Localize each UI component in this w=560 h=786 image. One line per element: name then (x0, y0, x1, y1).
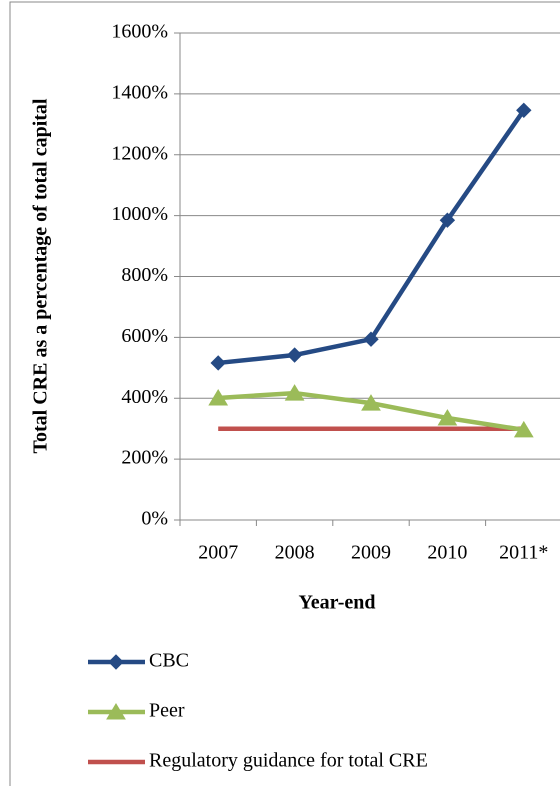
y-tick-label: 1400% (111, 81, 168, 103)
y-tick-label: 600% (121, 325, 168, 347)
data-point (513, 420, 534, 438)
y-tick-label: 200% (121, 447, 168, 469)
y-axis-title: Total CRE as a percentage of total capit… (30, 98, 52, 453)
y-tick-label: 0% (141, 508, 168, 530)
x-tick-label: 2009 (351, 542, 391, 564)
legend-marker (106, 703, 126, 720)
x-tick-label: 2007 (198, 542, 238, 564)
data-point (516, 102, 532, 119)
data-point (439, 212, 456, 228)
x-tick-label: 2010 (427, 542, 467, 564)
data-point (284, 384, 305, 401)
x-tick-label: 2011* (499, 542, 548, 564)
x-tick-label: 2008 (275, 542, 315, 564)
data-point (437, 409, 458, 426)
data-point (208, 388, 229, 406)
legend-label: CBC (149, 650, 189, 672)
data-point (286, 347, 303, 363)
y-tick-label: 800% (121, 264, 168, 286)
data-point (363, 331, 379, 347)
x-axis-title: Year-end (298, 592, 375, 614)
data-point (210, 355, 226, 371)
y-tick-label: 400% (121, 386, 168, 408)
data-point (361, 394, 381, 411)
legend-marker (108, 654, 124, 670)
legend-label: Peer (149, 700, 185, 722)
y-tick-label: 1200% (111, 142, 168, 164)
legend-label: Regulatory guidance for total CRE (149, 750, 428, 772)
y-tick-label: 1600% (111, 21, 168, 43)
y-tick-label: 1000% (111, 203, 168, 225)
